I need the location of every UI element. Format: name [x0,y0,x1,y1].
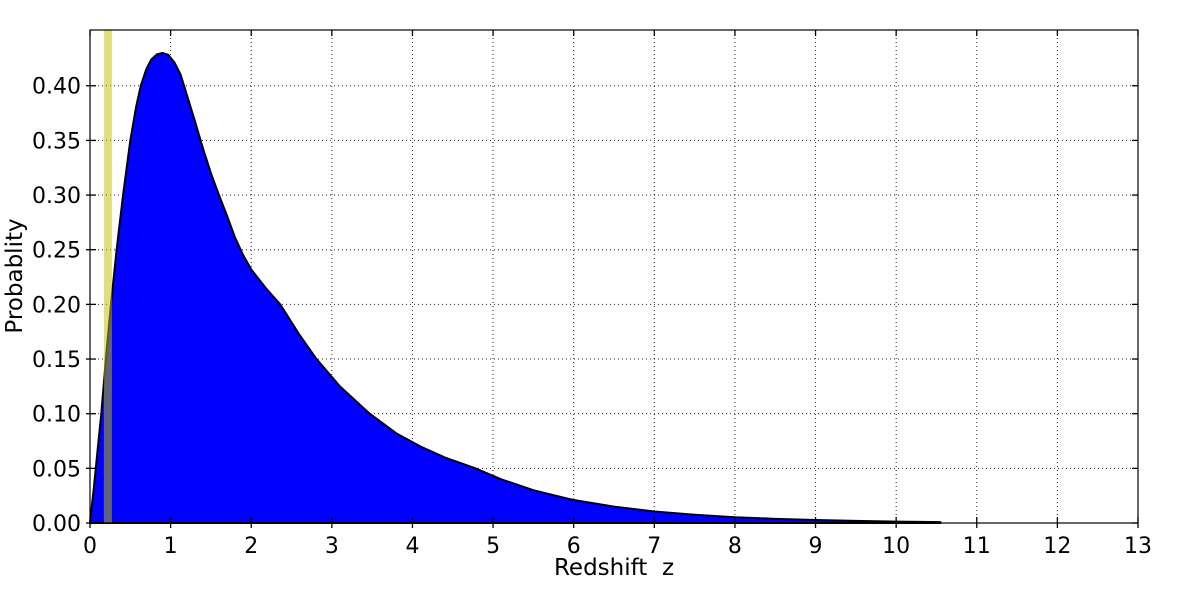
x-axis-label: Redshift z [553,555,675,581]
x-tick-label: 11 [963,534,991,559]
y-tick-label: 0.05 [32,457,81,482]
x-tick-label: 6 [567,534,581,559]
x-tick-label: 7 [647,534,661,559]
x-tick-label: 9 [809,534,823,559]
y-tick-label: 0.30 [32,184,81,209]
x-tick-label: 10 [882,534,910,559]
x-tick-label: 8 [728,534,742,559]
plot-border [89,29,1139,524]
x-tick-label: 0 [83,534,97,559]
y-tick-label: 0.00 [32,512,81,537]
x-tick-label: 2 [244,534,258,559]
y-tick-label: 0.35 [32,129,81,154]
x-tick-label: 12 [1043,534,1071,559]
y-tick-label: 0.10 [32,403,81,428]
y-tick-label: 0.25 [32,239,81,264]
x-tick-label: 5 [486,534,500,559]
x-tick-label: 13 [1124,534,1152,559]
x-tick-label: 4 [405,534,419,559]
y-tick-label: 0.40 [32,75,81,100]
y-axis-label: Probablity [2,218,28,334]
redshift-marker-band [103,30,112,523]
y-tick-label: 0.15 [32,348,81,373]
x-tick-label: 1 [164,534,178,559]
x-tick-label: 3 [325,534,339,559]
y-tick-label: 0.20 [32,293,81,318]
pdf-curve [89,51,942,524]
